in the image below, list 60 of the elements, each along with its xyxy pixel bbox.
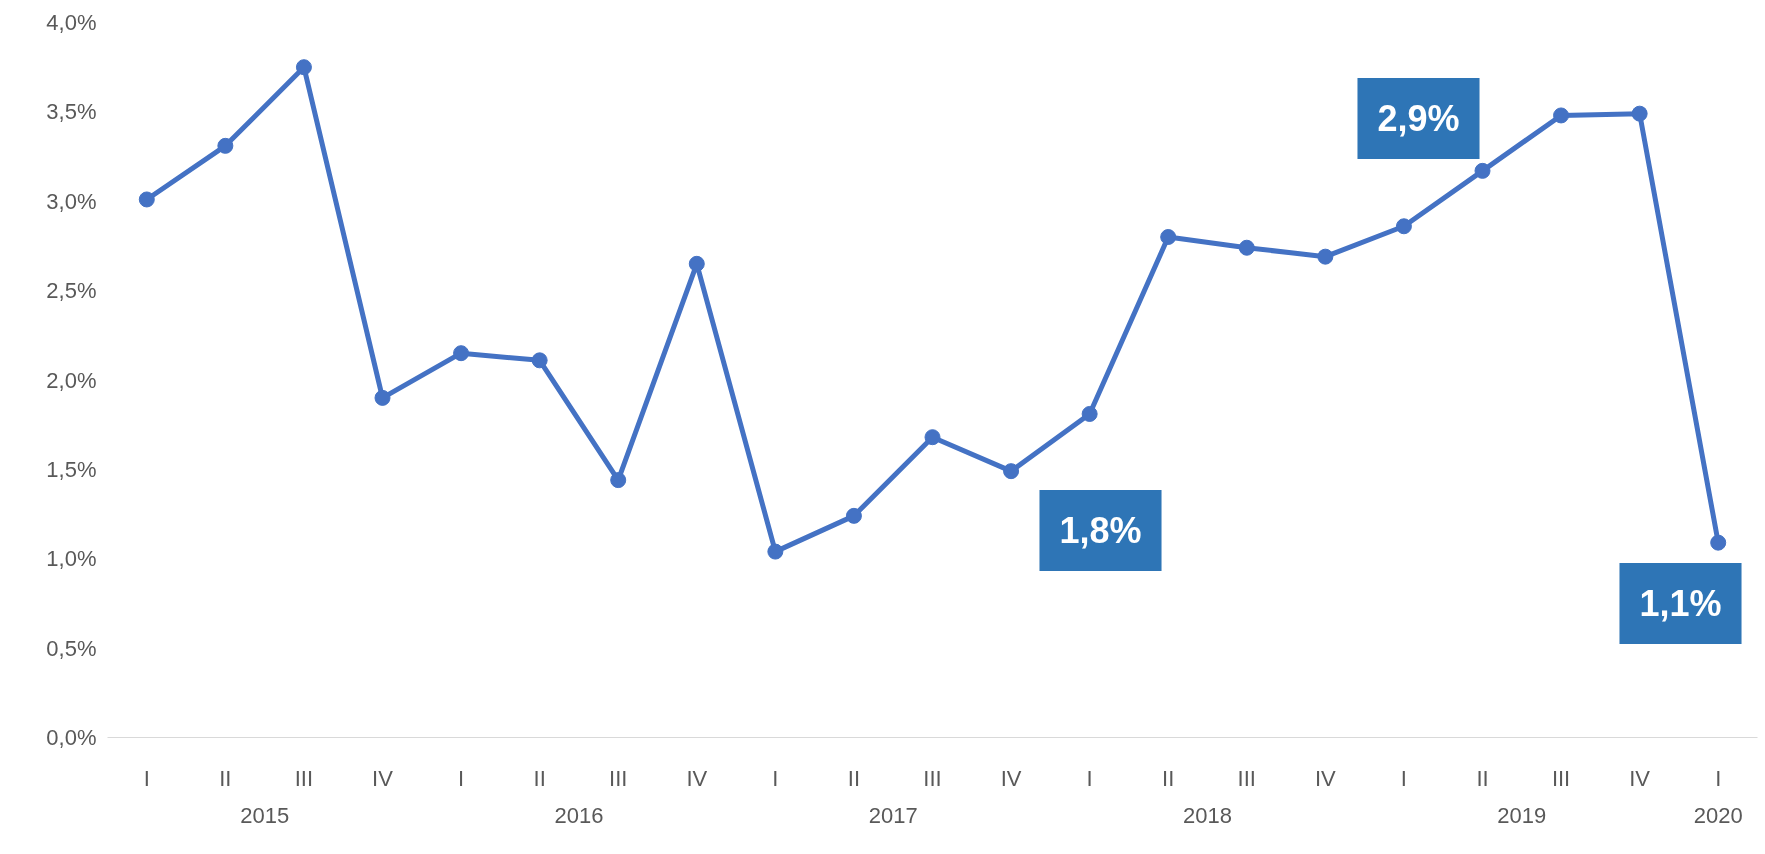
x-tick-label: IV: [1629, 765, 1651, 791]
x-tick-label: III: [923, 765, 942, 791]
point: [1474, 162, 1491, 179]
point: [138, 191, 155, 208]
point: [453, 345, 470, 362]
x-tick-label: III: [294, 765, 314, 791]
y-tick-label: 1,0%: [46, 546, 97, 572]
x-tick-label: III: [609, 765, 628, 791]
point: [845, 507, 862, 524]
y-tick-label: 2,5%: [46, 278, 97, 304]
annotation: 2,9%: [1377, 98, 1460, 139]
point: [531, 352, 548, 369]
x-tick-label: IV: [372, 765, 394, 791]
y-tick-label: 0,5%: [46, 635, 97, 661]
x-tick-label: II: [847, 765, 861, 791]
point: [610, 472, 627, 489]
text: 2018: [1183, 802, 1232, 828]
point: [688, 255, 705, 272]
point: [1081, 405, 1098, 422]
x-tick-label: I: [143, 765, 150, 791]
x-tick-label: II: [1476, 765, 1489, 791]
point: [1160, 229, 1177, 245]
x-tick-label: I: [772, 765, 779, 791]
point: [767, 543, 784, 560]
annotation: 1,8%: [1059, 510, 1142, 551]
text: 2019: [1497, 802, 1547, 828]
point: [1317, 248, 1334, 265]
text: 2020: [1693, 802, 1743, 828]
point: [1003, 463, 1020, 480]
point: [924, 429, 941, 446]
text: 2015: [240, 802, 290, 828]
point: [1395, 218, 1412, 235]
point: [1631, 105, 1648, 122]
x-tick-label: IV: [1000, 765, 1022, 791]
x-tick-label: I: [1715, 765, 1722, 791]
x-tick-label: III: [1237, 765, 1256, 791]
x-tick-label: II: [533, 765, 546, 791]
x-tick-label: IV: [1314, 765, 1337, 791]
x-tick-label: I: [458, 765, 465, 791]
y-tick-label: 1,5%: [46, 456, 97, 482]
x-tick-label: III: [1551, 765, 1571, 791]
text: 2016: [554, 802, 604, 828]
x-tick-label: I: [1086, 765, 1093, 791]
annotation: 1,1%: [1639, 583, 1722, 624]
point: [217, 137, 234, 154]
text: 2017: [868, 802, 918, 828]
x-tick-label: I: [1400, 765, 1407, 791]
point: [295, 59, 312, 76]
y-tick-label: 3,5%: [46, 99, 97, 125]
y-tick-label: 3,0%: [46, 188, 97, 214]
x-tick-label: II: [1162, 765, 1175, 791]
point: [374, 389, 391, 406]
y-tick-label: 2,0%: [46, 367, 97, 393]
x-tick-label: IV: [686, 765, 708, 791]
y-tick-label: 4,0%: [46, 10, 97, 35]
point: [1238, 239, 1255, 256]
point: [1710, 534, 1727, 551]
point: [1553, 107, 1570, 124]
y-tick-label: 0,0%: [46, 725, 97, 750]
x-tick-label: II: [219, 765, 232, 791]
